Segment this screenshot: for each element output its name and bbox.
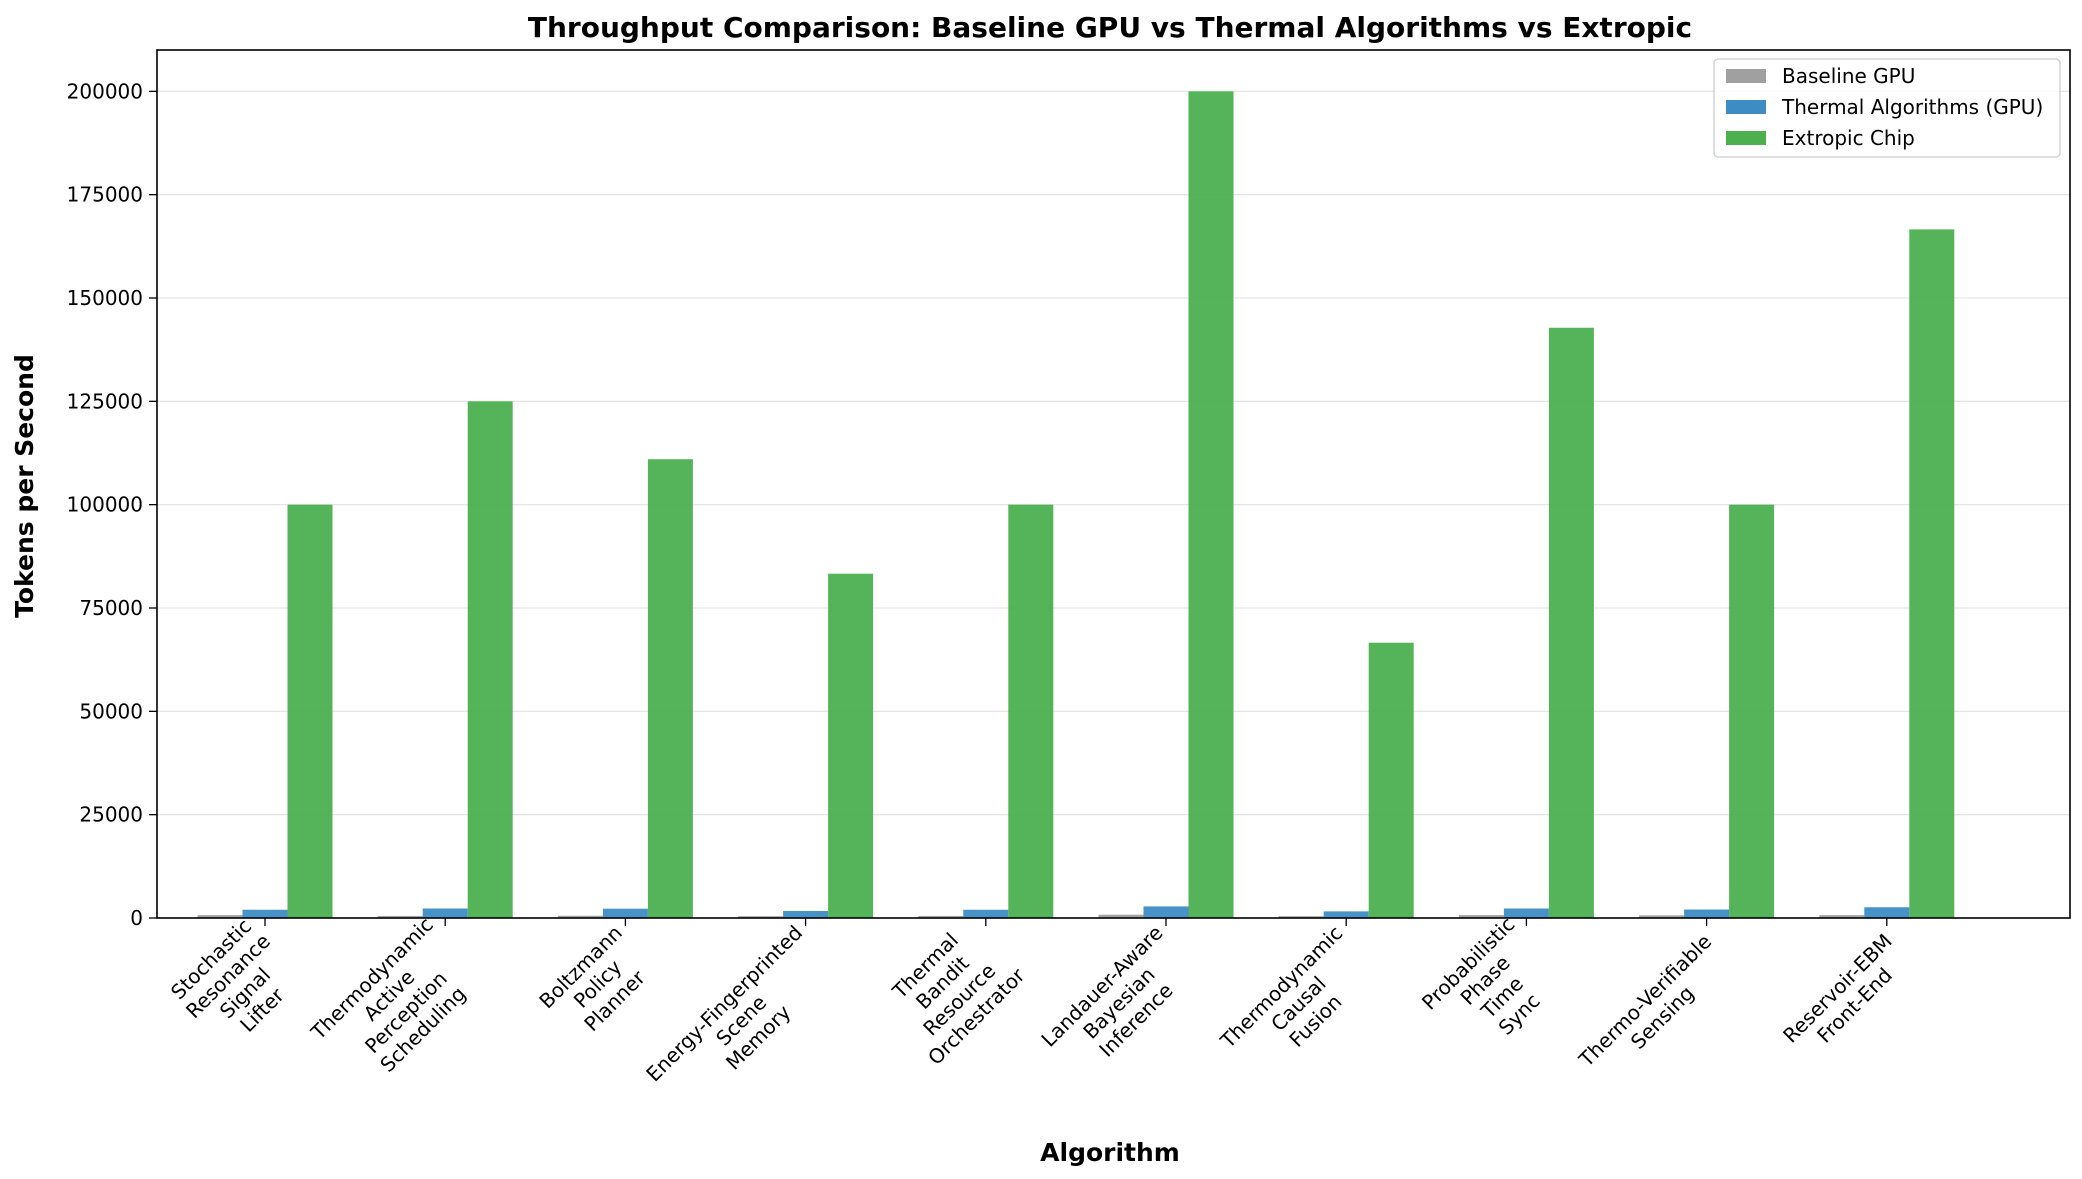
x-axis: StochasticResonanceSignalLifter Thermodyn… <box>164 912 1914 1121</box>
bar-thermal-algorithms-gpu <box>783 910 829 918</box>
y-tick-label: 150000 <box>67 286 143 310</box>
bar-baseline-gpu <box>1639 915 1685 918</box>
bar-baseline-gpu <box>1458 915 1504 918</box>
legend-swatch <box>1726 69 1766 83</box>
x-tick-label: Energy-FingerprintedSceneMemory <box>641 921 841 1121</box>
legend: Baseline GPU Thermal Algorithms (GPU) Extr… <box>1713 58 2061 158</box>
plot-frame <box>156 49 2071 919</box>
bar-baseline-gpu <box>918 915 964 918</box>
bar-thermal-algorithms-gpu <box>602 908 648 918</box>
bar-thermal-algorithms-gpu <box>1323 911 1369 918</box>
bar-extropic-chip <box>1368 642 1414 918</box>
chart-title: Throughput Comparison: Baseline GPU vs T… <box>528 11 1692 44</box>
bar-extropic-chip <box>828 573 874 918</box>
y-tick-label: 0 <box>130 906 143 930</box>
bar-extropic-chip <box>1008 504 1054 918</box>
bar-extropic-chip <box>1188 91 1234 919</box>
legend-swatch <box>1726 100 1766 114</box>
bar-baseline-gpu <box>1278 916 1324 918</box>
bar-thermal-algorithms-gpu <box>1503 908 1549 918</box>
y-tick-label: 25000 <box>79 803 143 827</box>
y-tick-label: 125000 <box>67 389 143 413</box>
y-tick-label: 50000 <box>79 699 143 723</box>
bar-thermal-algorithms-gpu <box>242 909 288 918</box>
bar-baseline-gpu <box>1819 915 1865 918</box>
bar-extropic-chip <box>647 459 693 918</box>
y-tick-label: 100000 <box>67 493 143 517</box>
y-axis-label: Tokens per Second <box>10 354 39 618</box>
legend-label: Baseline GPU <box>1782 64 1915 88</box>
x-tick-label: BoltzmannPolicyPlanner <box>534 921 661 1048</box>
bar-baseline-gpu <box>197 915 243 918</box>
x-tick-label: Thermo-VerifiableSensing <box>1574 929 1734 1089</box>
grid-lines <box>157 90 2070 816</box>
bar-baseline-gpu <box>557 915 603 918</box>
bar-extropic-chip <box>1729 504 1775 918</box>
x-tick-label: ThermalBanditResourceOrchestrator <box>872 912 1030 1070</box>
bar-baseline-gpu <box>738 916 784 918</box>
legend-box <box>1713 58 2061 158</box>
legend-swatch <box>1726 131 1766 145</box>
bar-thermal-algorithms-gpu <box>963 909 1009 918</box>
bar-extropic-chip <box>1909 229 1955 919</box>
bar-extropic-chip <box>287 504 333 918</box>
x-tick-label: ThermodynamicActivePerceptionScheduling <box>305 912 488 1095</box>
bar-baseline-gpu <box>1098 914 1144 918</box>
bar-extropic-chip <box>1548 327 1594 918</box>
bar-extropic-chip <box>467 401 513 918</box>
bars <box>197 91 1955 919</box>
x-axis-label: Algorithm <box>1040 1138 1180 1167</box>
bar-thermal-algorithms-gpu <box>1684 909 1730 918</box>
bar-baseline-gpu <box>377 915 423 918</box>
bar-thermal-algorithms-gpu <box>1864 907 1910 918</box>
x-tick-label: Landauer-AwareBayesianInference <box>1036 921 1201 1086</box>
y-tick-label: 75000 <box>79 596 143 620</box>
bar-thermal-algorithms-gpu <box>1143 906 1189 918</box>
x-tick-label: Reservoir-EBMFront-End <box>1778 929 1914 1065</box>
bar-thermal-algorithms-gpu <box>422 908 468 918</box>
y-tick-label: 200000 <box>67 79 143 103</box>
x-tick-label: ThermodynamicCausalFusion <box>1215 921 1381 1087</box>
y-axis: 0 25000 50000 75000 100000 125000 150000 175000… <box>67 79 157 930</box>
x-tick-label: ProbabilisticPhaseTimeSync <box>1417 912 1570 1065</box>
x-tick-label: StochasticResonanceSignalLifter <box>164 912 309 1057</box>
y-tick-label: 175000 <box>67 183 143 207</box>
legend-label: Thermal Algorithms (GPU) <box>1781 95 2043 119</box>
legend-label: Extropic Chip <box>1782 126 1915 150</box>
